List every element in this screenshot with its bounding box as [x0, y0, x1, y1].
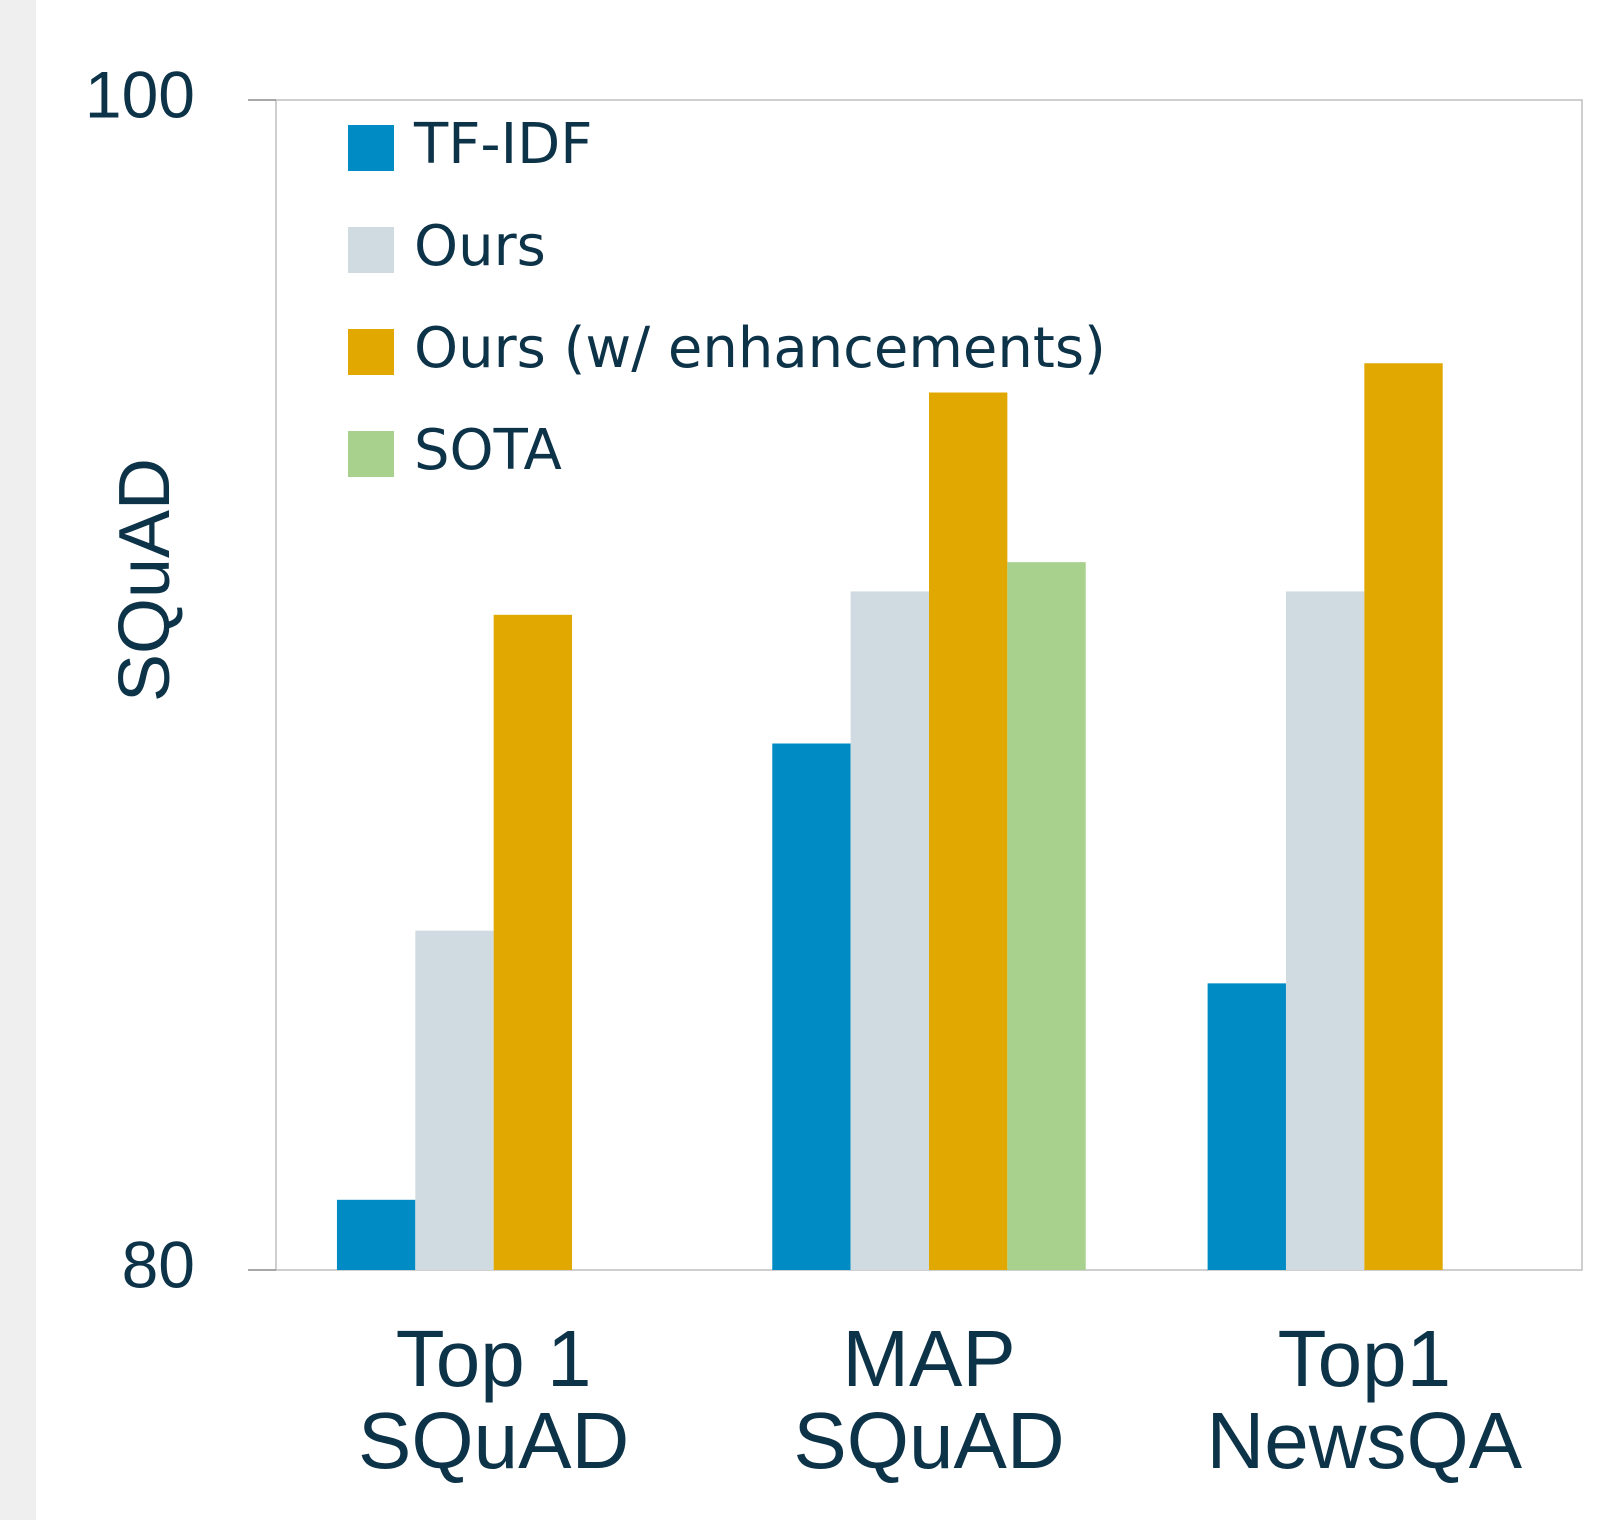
x-tick-label: Top1 NewsQA [1206, 1314, 1523, 1485]
legend-swatch [348, 329, 394, 375]
legend-label: SOTA [414, 418, 562, 483]
bar [493, 614, 573, 1270]
legend-label: Ours [414, 214, 546, 279]
legend-swatch [348, 227, 394, 273]
bar [1007, 562, 1086, 1270]
bar [415, 930, 494, 1270]
legend-label: TF-IDF [413, 112, 592, 177]
x-tick-label: MAP SQuAD [793, 1314, 1065, 1485]
bar [929, 392, 1008, 1270]
bar [772, 743, 851, 1270]
legend-swatch [348, 125, 394, 171]
bar [1364, 363, 1443, 1270]
legend-swatch [348, 431, 394, 477]
y-tick-label: 100 [85, 57, 195, 131]
y-tick-label: 80 [122, 1227, 195, 1301]
side-strip [0, 0, 36, 1520]
bar [1285, 591, 1365, 1270]
y-axis-label: SQuAD [105, 458, 185, 702]
bar [336, 1199, 416, 1270]
legend-label: Ours (w/ enhancements) [414, 316, 1106, 381]
bar [1207, 983, 1286, 1270]
bar [850, 591, 929, 1270]
x-tick-label: Top 1 SQuAD [358, 1314, 630, 1485]
